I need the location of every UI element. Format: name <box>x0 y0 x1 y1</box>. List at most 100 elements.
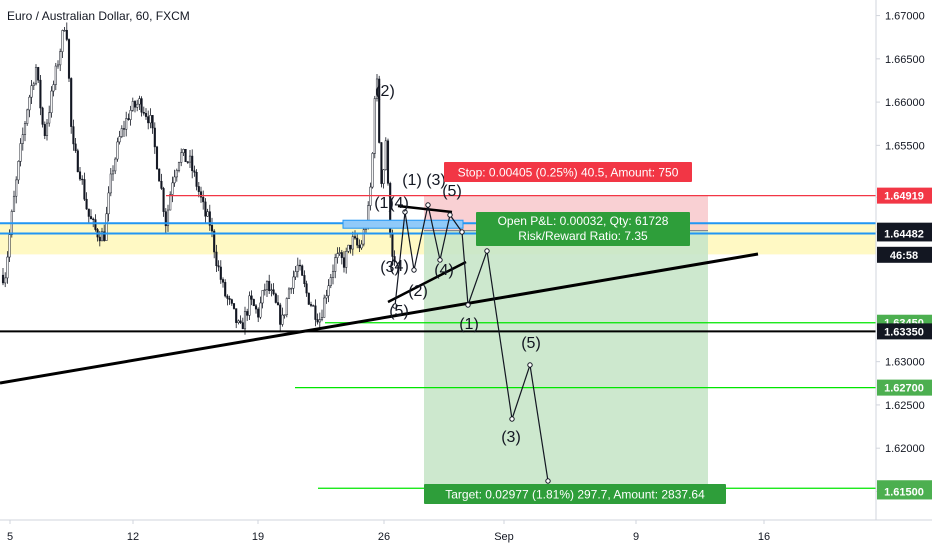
wave-label: (1) <box>459 316 479 333</box>
price-tag-bg <box>877 379 932 396</box>
candle-body <box>338 252 341 254</box>
target-label-bg <box>424 484 726 504</box>
candle-body <box>272 289 275 295</box>
candle-body <box>98 236 101 242</box>
wave-point <box>447 212 453 218</box>
candle-body <box>301 265 304 276</box>
candle-body <box>329 277 332 287</box>
candle-body <box>257 308 260 318</box>
candle-body <box>391 234 394 257</box>
stop-label-bg <box>444 162 692 182</box>
candle-body <box>268 280 271 291</box>
candle-body <box>76 150 79 173</box>
candle-body <box>120 128 123 137</box>
candle-body <box>243 311 247 330</box>
candle-body <box>312 305 315 307</box>
wave-layer: (2)(1) (3)(5)(1)(4)(3)(4)(2)(5)(1)(4)(3)(… <box>374 83 551 484</box>
candle-body <box>118 136 121 143</box>
candle-body <box>173 176 176 184</box>
candle-body <box>358 244 361 249</box>
candle-body <box>142 111 145 114</box>
candle-body <box>23 123 27 135</box>
wave-point <box>402 209 408 215</box>
candle-body <box>184 149 187 162</box>
x-tick-label: 5 <box>7 531 13 543</box>
candle-body <box>232 303 236 309</box>
candle-body <box>290 288 293 290</box>
price-tag-bg <box>877 483 932 500</box>
candle-body <box>202 196 205 203</box>
candle-body <box>199 191 203 198</box>
candle-body <box>100 231 104 242</box>
candle-body <box>67 39 71 79</box>
wave-label: (2) <box>375 83 395 100</box>
candle-body <box>85 198 88 210</box>
candle-body <box>239 320 242 323</box>
x-axis: 5 12 19 26 Sep 9 16 <box>7 520 770 543</box>
candle-body <box>111 170 115 175</box>
candle-body <box>43 124 46 136</box>
target-label: Target: 0.02977 (1.81%) 297.7, Amount: 2… <box>445 487 705 501</box>
candle-body <box>19 143 22 162</box>
candle-body <box>217 265 220 268</box>
candle-body <box>208 211 211 226</box>
candle-body <box>191 155 194 172</box>
wave-point <box>484 248 490 254</box>
candle-body <box>393 256 396 263</box>
candle-body <box>164 211 167 227</box>
time-axis-background[interactable] <box>0 520 876 550</box>
candle-body <box>375 78 379 99</box>
candle-body <box>160 180 163 189</box>
candle-body <box>274 293 277 303</box>
price-tag-label: 1.64919 <box>884 191 924 203</box>
y-tick-label: 1.66500 <box>885 54 925 66</box>
candle-body <box>50 90 53 113</box>
candle-body <box>215 251 218 266</box>
candle-body <box>261 290 264 304</box>
candle-body <box>230 299 233 304</box>
candle-body <box>382 169 385 184</box>
price-tag-label: 1.62700 <box>884 383 924 395</box>
candle-body <box>175 170 178 178</box>
wave-label: (4) <box>389 195 409 212</box>
candle-body <box>360 243 363 249</box>
candle-body <box>78 171 82 180</box>
candle-body <box>248 295 251 316</box>
wave-label: (3) <box>380 259 400 276</box>
candle-body <box>122 128 126 130</box>
candle-body <box>197 186 200 192</box>
candle-body <box>356 237 359 246</box>
candle-body <box>125 118 128 130</box>
candle-body <box>147 116 150 124</box>
candle-body <box>334 257 337 272</box>
candle-body <box>296 264 299 272</box>
candle-body <box>155 146 159 170</box>
candle-body <box>52 84 55 92</box>
candle-body <box>138 98 141 105</box>
candle-body <box>353 236 357 239</box>
candle-body <box>235 308 238 323</box>
candle-body <box>28 96 31 111</box>
candle-body <box>41 107 44 125</box>
wave-label: (5) <box>389 303 409 320</box>
candle-body <box>342 257 346 268</box>
wave-label: (1) <box>374 195 394 212</box>
wave-point <box>527 362 533 368</box>
pnl-box-bg <box>476 212 690 246</box>
candle-body <box>246 311 249 316</box>
wave-label: (3) <box>501 429 521 446</box>
y-tick-label: 1.65500 <box>885 140 925 152</box>
wave-label: (2) <box>408 283 428 300</box>
candles-layer <box>1 22 396 335</box>
candle-body <box>21 134 24 144</box>
candle-body <box>158 168 161 182</box>
candle-body <box>83 179 86 200</box>
zone-layer <box>0 195 876 489</box>
wedge-upper-line <box>397 204 453 214</box>
candle-body <box>169 194 172 211</box>
candle-body <box>6 256 9 279</box>
candle-body <box>316 319 319 323</box>
candle-body <box>294 271 297 278</box>
candle-body <box>1 274 5 284</box>
